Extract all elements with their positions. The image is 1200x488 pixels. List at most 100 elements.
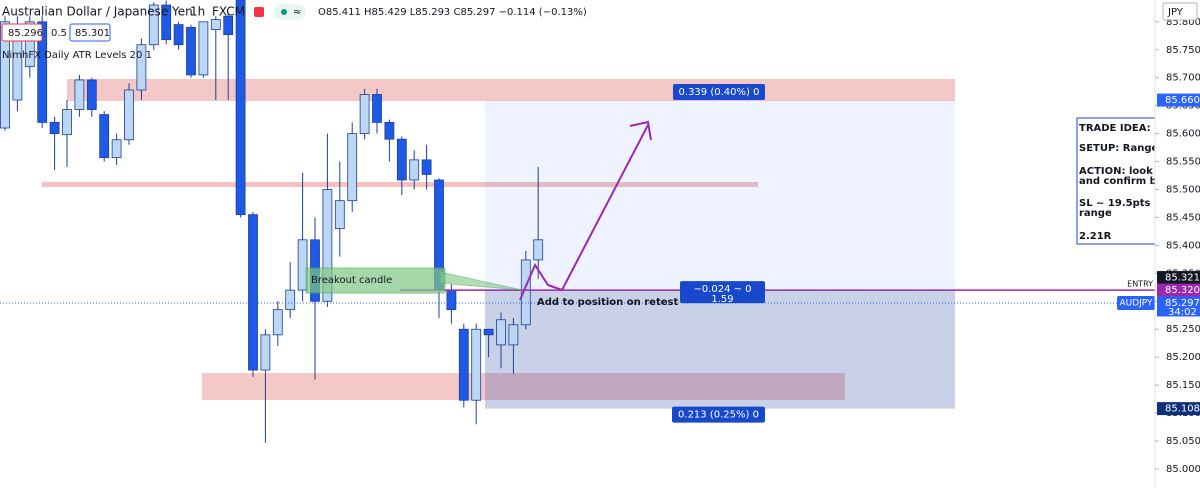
y-tick-label: 85.700 (1166, 73, 1200, 84)
trade-idea-box (1076, 117, 1168, 245)
status-dot (281, 9, 287, 15)
candle-body (520, 259, 531, 326)
candle-body (186, 26, 196, 76)
candle-body (396, 138, 407, 181)
flag-icon[interactable] (254, 7, 264, 17)
candle-body (285, 289, 296, 311)
symbol-tag: AUDJPY (1119, 298, 1153, 308)
interval: 1h (190, 5, 205, 19)
ask-box[interactable] (69, 23, 111, 42)
resistance-zone (67, 79, 955, 101)
candle-body (297, 239, 308, 291)
candle-body (347, 133, 358, 202)
candle-body (24, 21, 35, 67)
price-label-box (1157, 271, 1200, 285)
support-zone (202, 373, 845, 400)
candle-body (446, 289, 457, 311)
breakout-text: Breakout candle (311, 275, 392, 286)
y-tick-label: 85.000 (1166, 464, 1200, 475)
stop-label-box (672, 406, 765, 423)
trade-idea-line: SL ~ 19.5pts - below (1079, 198, 1195, 209)
target-zone (485, 100, 955, 291)
breakout-box (305, 267, 446, 294)
trade-idea-line: and confirm both (1079, 176, 1176, 187)
status-pill[interactable] (274, 4, 306, 20)
y-tick-label: 85.550 (1166, 157, 1200, 168)
candle-body (148, 4, 159, 46)
candle-body (99, 114, 110, 159)
candle-body (124, 89, 134, 141)
bid: 85.296 (8, 28, 43, 39)
trade-idea-line: range (1079, 208, 1112, 219)
candle-body (136, 44, 147, 91)
candle-body (86, 79, 97, 110)
arrow-head (629, 120, 652, 141)
candle-body (223, 15, 234, 36)
indicator: NimhFX Daily ATR Levels 20 1 (2, 50, 152, 61)
candle-body (421, 159, 432, 175)
currency: JPY (1167, 7, 1184, 18)
price-label: 85.660 (1165, 95, 1200, 106)
y-tick-label: 85.400 (1166, 240, 1200, 251)
trade-idea-line: ACTION: look for (1079, 166, 1172, 177)
candle-body (359, 94, 370, 134)
entry-label: −0.024 ~ 0 (693, 284, 751, 295)
candle-body (161, 4, 172, 41)
candle-body (62, 109, 72, 136)
price-label: 85.321 (1165, 273, 1200, 284)
candle-body (372, 94, 382, 123)
candle-body (37, 21, 48, 123)
entry-label-box (680, 281, 765, 304)
trade-idea: TRADE IDEA: SETUP: Range trade ACTION: loo… (1079, 123, 1195, 242)
price-label-box (1157, 93, 1200, 107)
y-tick-label: 85.800 (1166, 17, 1200, 28)
y-tick-label: 85.150 (1166, 380, 1200, 391)
candle-body (322, 189, 333, 302)
projection-arrow (519, 124, 649, 301)
bid-box[interactable] (1, 23, 43, 42)
candle-body (260, 334, 271, 371)
status-icon: ≈ (293, 7, 301, 18)
candle-body (12, 32, 23, 101)
retest-text: Add to position on retest (537, 297, 678, 308)
price-label: 85.320 (1165, 285, 1200, 296)
candle-body (49, 122, 60, 134)
y-tick-label: 85.450 (1166, 212, 1200, 223)
stop-zone (485, 290, 955, 409)
candle-body (198, 21, 209, 76)
candle-body (272, 309, 283, 336)
spread: 0.5 (51, 28, 67, 39)
entry-label: 1.59 (711, 294, 733, 305)
y-tick-label: 85.050 (1166, 436, 1200, 447)
target-label-box (673, 84, 765, 101)
candle-body (508, 324, 519, 346)
trade-idea-line: 2.21R (1079, 231, 1112, 242)
target-label: 0.339 (0.40%) 0 (679, 87, 760, 98)
symbol: Australian Dollar / Japanese Yen (2, 5, 193, 19)
candle-body (0, 21, 10, 129)
header: Australian Dollar / Japanese Yen 1h FXCM… (1, 2, 1198, 61)
price-label: 85.108 (1165, 404, 1200, 415)
price-label-box (1157, 296, 1200, 317)
candle-body (471, 328, 482, 401)
candle-body (384, 122, 395, 140)
currency-button[interactable] (1162, 2, 1198, 21)
y-tick-label: 85.600 (1166, 129, 1200, 140)
ohlc: O85.411 H85.429 L85.293 C85.297 −0.114 (… (318, 7, 587, 18)
symbol-tag-box (1117, 295, 1155, 310)
candle-body (334, 200, 345, 230)
candle-body (409, 159, 420, 181)
y-tick-label: 85.250 (1166, 324, 1200, 335)
y-tick-label: 85.750 (1166, 45, 1200, 56)
candle-body (74, 79, 85, 110)
candle-body (496, 319, 506, 346)
source: FXCM (212, 5, 245, 19)
candle-body (173, 24, 184, 46)
trade-idea-line: SETUP: Range trade (1079, 143, 1192, 154)
candle-body (458, 328, 469, 401)
candle-body (248, 214, 258, 371)
y-tick-label: 85.200 (1166, 352, 1200, 363)
candle-body (533, 239, 544, 261)
